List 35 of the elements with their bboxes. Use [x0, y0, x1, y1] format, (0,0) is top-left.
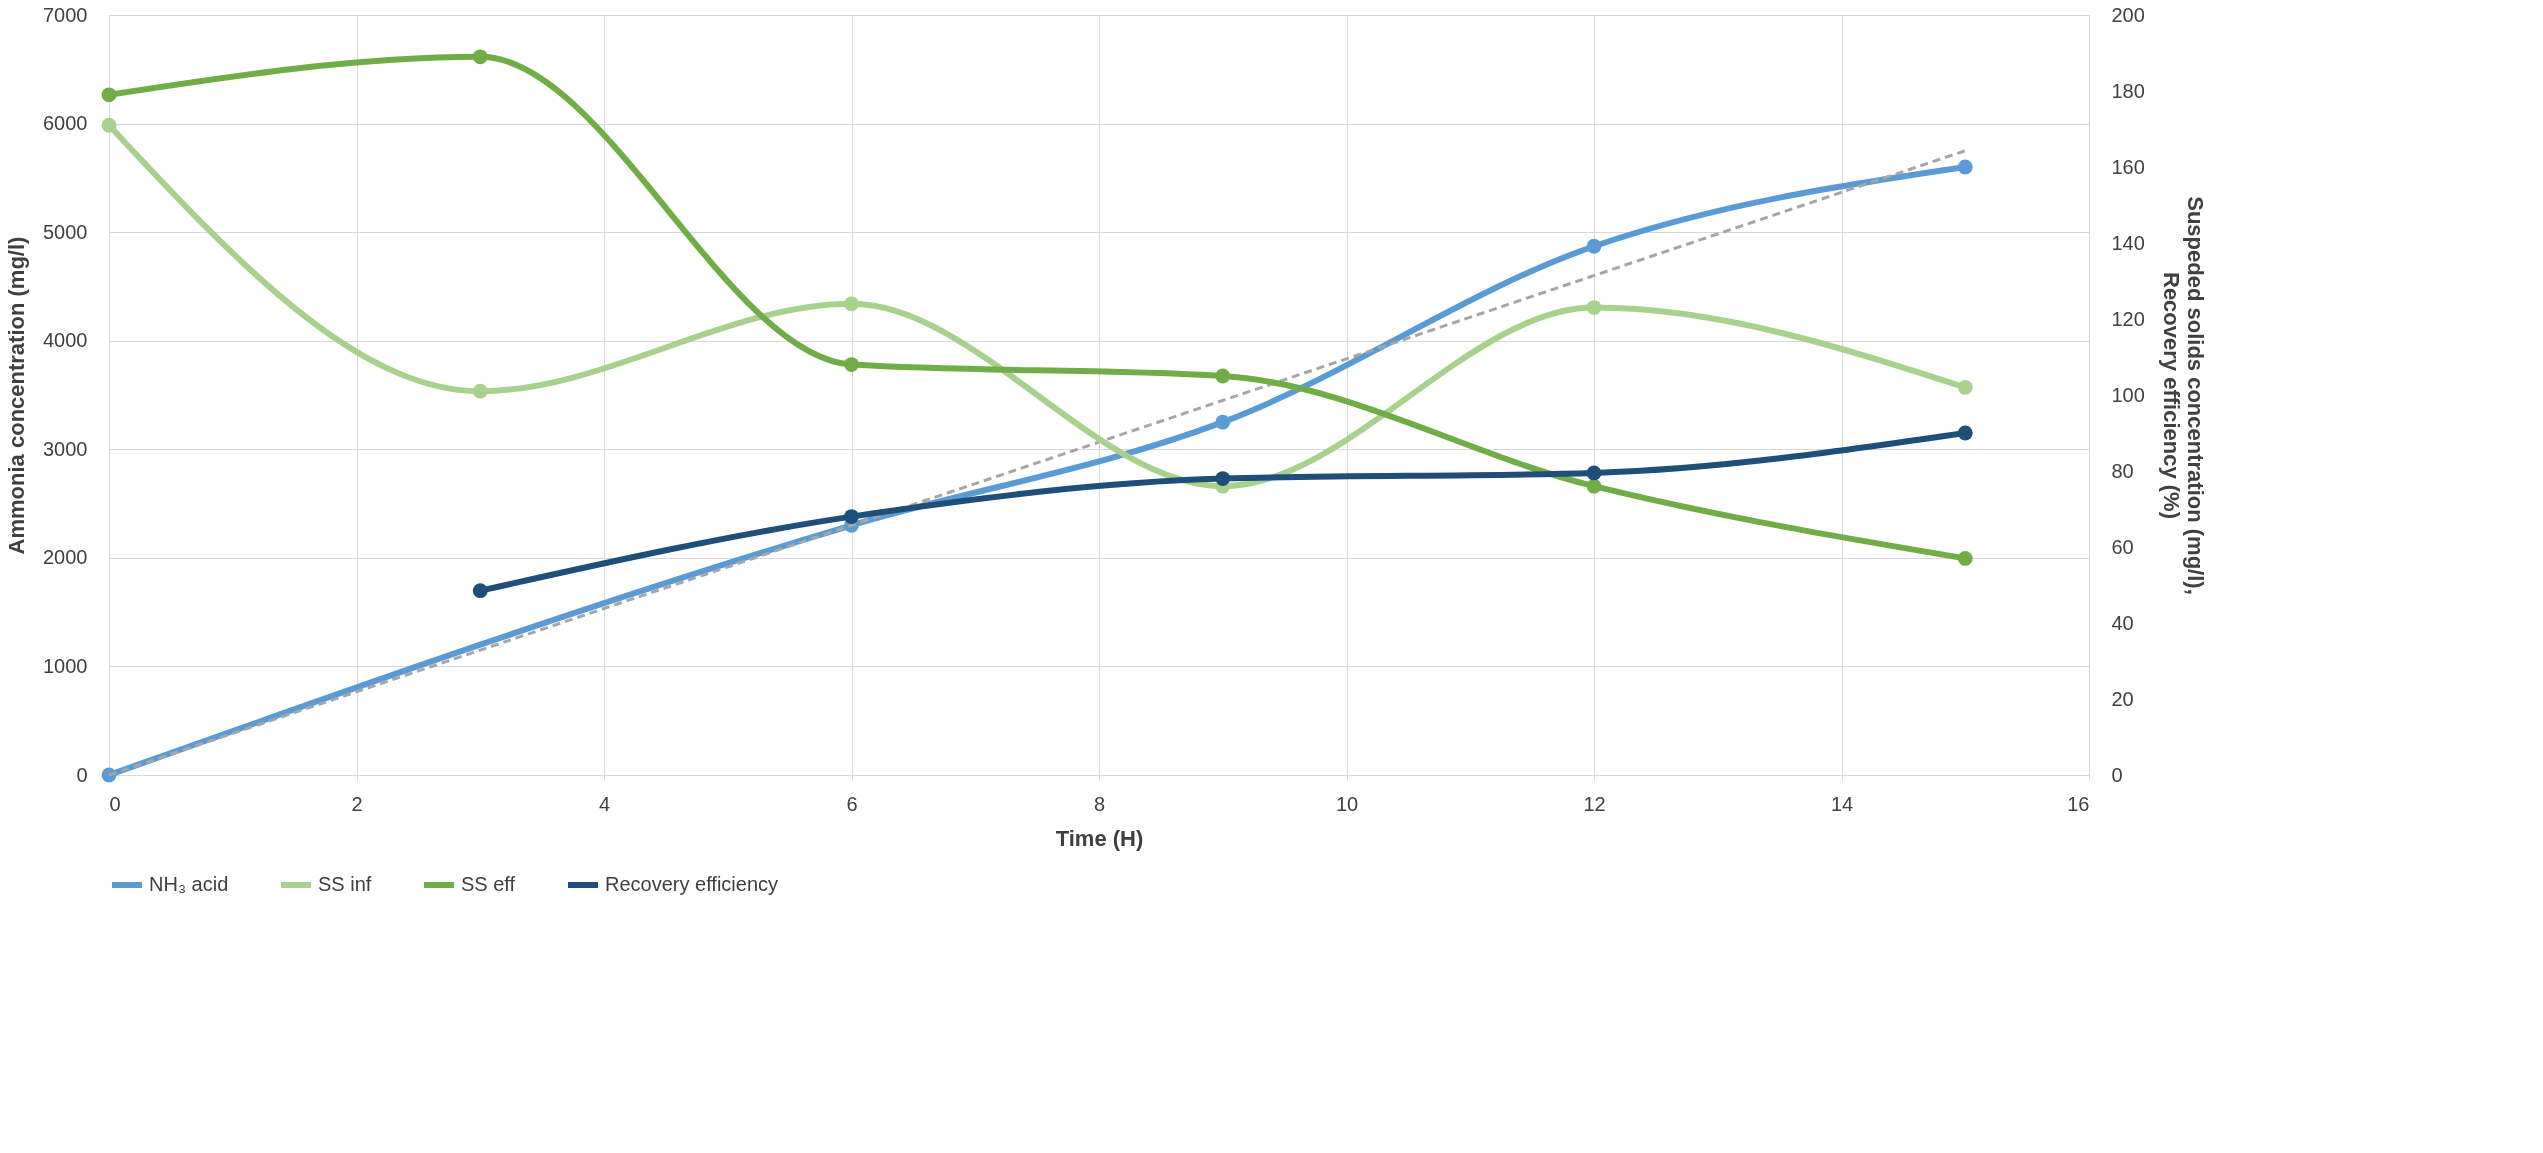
y-tick-label: 4000	[43, 329, 88, 352]
y-tick-label: 5000	[43, 220, 88, 243]
y2-tick-label: 120	[2111, 307, 2145, 330]
y-tick-label: 7000	[43, 3, 88, 26]
y-tick-label: 1000	[43, 654, 88, 677]
y2-tick-label: 40	[2111, 611, 2134, 634]
x-tick-label: 2	[351, 792, 363, 815]
y2-tick-label: 20	[2111, 687, 2134, 710]
x-tick-label: 8	[1093, 792, 1106, 815]
y-tick-label: 6000	[43, 112, 88, 135]
x-tick-label: 14	[1830, 792, 1854, 815]
y2-tick-label: 200	[2111, 3, 2145, 26]
y2-tick-label: 0	[2111, 763, 2123, 786]
x-axis-title: Time (H)	[1055, 825, 1144, 851]
legend-label: Recovery efficiency	[605, 873, 779, 895]
x-tick-label: 4	[598, 792, 611, 815]
y-tick-label: 0	[76, 763, 88, 786]
x-tick-label: 0	[109, 792, 121, 815]
y2-tick-label: 180	[2111, 79, 2145, 102]
x-tick-label: 6	[846, 792, 858, 815]
legend-label: NH₃ acid	[149, 873, 229, 895]
y-tick-label: 2000	[43, 546, 88, 569]
y2-tick-label: 80	[2111, 459, 2134, 482]
x-tick-label: 12	[1583, 792, 1606, 815]
legend-label: SS eff	[461, 873, 516, 895]
y2-tick-label: 100	[2111, 383, 2145, 406]
x-tick-label: 10	[1335, 792, 1359, 815]
y2-tick-label: 60	[2111, 535, 2134, 558]
y2-axis-title: Suspeded solids concentration (mg/l), Recovery efficiency (%)	[2158, 196, 2208, 595]
x-tick-label: 16	[2067, 792, 2090, 815]
legend-label: SS inf	[318, 873, 372, 895]
y-axis-title: Ammonia concentration (mg/l)	[4, 236, 30, 555]
y2-tick-label: 160	[2111, 155, 2145, 178]
y2-tick-label: 140	[2111, 231, 2145, 254]
y-tick-label: 3000	[43, 437, 88, 460]
